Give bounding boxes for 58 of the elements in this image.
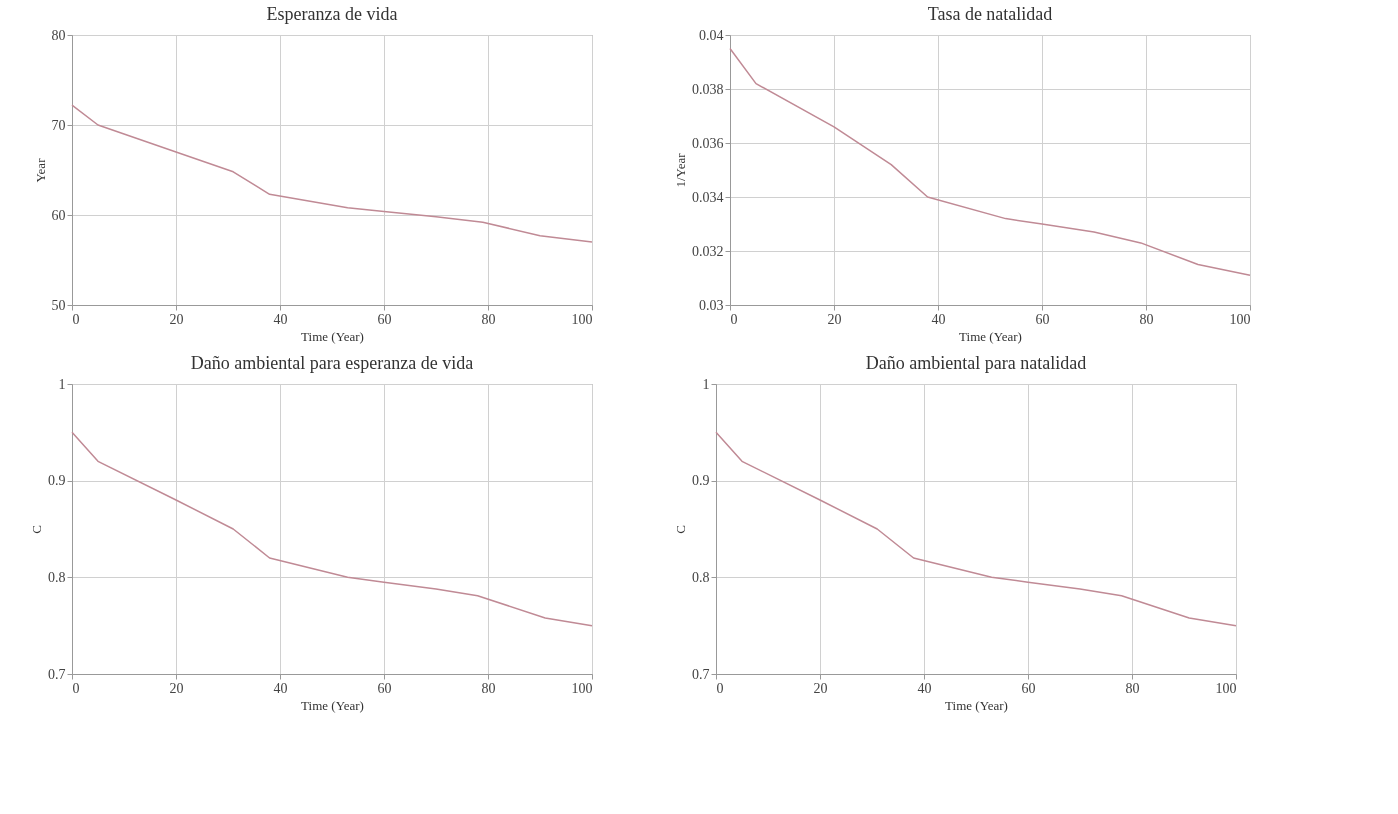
y-tick-label: 0.7 [692, 666, 710, 682]
y-tick-label: 0.038 [692, 81, 724, 97]
x-tick-label: 0 [72, 311, 80, 327]
x-tick-label: 60 [1035, 311, 1050, 327]
x-tick-label: 0 [716, 680, 724, 696]
x-tick-label: 100 [571, 311, 593, 327]
x-axis-title: Time (Year) [301, 697, 364, 713]
y-tick-label: 70 [51, 117, 66, 133]
x-axis-title: Time (Year) [945, 697, 1008, 713]
line-series [71, 431, 593, 627]
x-tick-label: 100 [571, 680, 593, 696]
y-axis-title: 1/Year [673, 152, 688, 188]
x-tick-label: 80 [1125, 680, 1140, 696]
chart-title: Tasa de natalidad [927, 4, 1053, 24]
chart-title: Daño ambiental para natalidad [865, 353, 1087, 373]
y-tick-label: 0.8 [48, 569, 66, 585]
y-tick-label: 1 [702, 376, 710, 392]
x-axis-title: Time (Year) [301, 328, 364, 344]
y-tick-label: 0.7 [48, 666, 66, 682]
x-tick-label: 60 [1021, 680, 1036, 696]
y-tick-label: 0.04 [699, 27, 724, 43]
y-tick-label: 80 [51, 27, 66, 43]
x-tick-label: 80 [481, 311, 496, 327]
x-tick-label: 20 [169, 311, 184, 327]
x-tick-label: 40 [917, 680, 932, 696]
x-tick-label: 80 [481, 680, 496, 696]
chart-title: Esperanza de vida [266, 4, 398, 24]
x-tick-label: 40 [931, 311, 946, 327]
x-tick-label: 100 [1229, 311, 1251, 327]
y-tick-label: 1 [58, 376, 66, 392]
x-tick-label: 100 [1215, 680, 1237, 696]
x-tick-label: 0 [730, 311, 738, 327]
x-tick-label: 80 [1139, 311, 1154, 327]
x-tick-label: 40 [273, 311, 288, 327]
x-tick-label: 20 [169, 680, 184, 696]
y-axis-title: C [29, 525, 44, 534]
y-tick-label: 50 [51, 297, 66, 313]
y-tick-label: 0.03 [699, 297, 724, 313]
x-tick-label: 0 [72, 680, 80, 696]
y-tick-label: 0.032 [692, 243, 724, 259]
y-tick-label: 60 [51, 207, 66, 223]
x-tick-label: 60 [377, 311, 392, 327]
line-series [71, 104, 593, 243]
y-tick-label: 0.036 [692, 135, 724, 151]
x-tick-label: 20 [813, 680, 828, 696]
y-axis-title: Year [32, 157, 48, 183]
y-tick-label: 0.9 [692, 473, 710, 489]
line-series [729, 47, 1251, 277]
y-axis-title: C [673, 525, 688, 534]
chart-title: Daño ambiental para esperanza de vida [190, 353, 474, 373]
x-tick-label: 40 [273, 680, 288, 696]
y-tick-label: 0.9 [48, 473, 66, 489]
y-tick-label: 0.8 [692, 569, 710, 585]
x-tick-label: 20 [827, 311, 842, 327]
x-axis-title: Time (Year) [959, 328, 1022, 344]
x-tick-label: 60 [377, 680, 392, 696]
y-tick-label: 0.034 [692, 189, 724, 205]
line-series [715, 431, 1237, 627]
